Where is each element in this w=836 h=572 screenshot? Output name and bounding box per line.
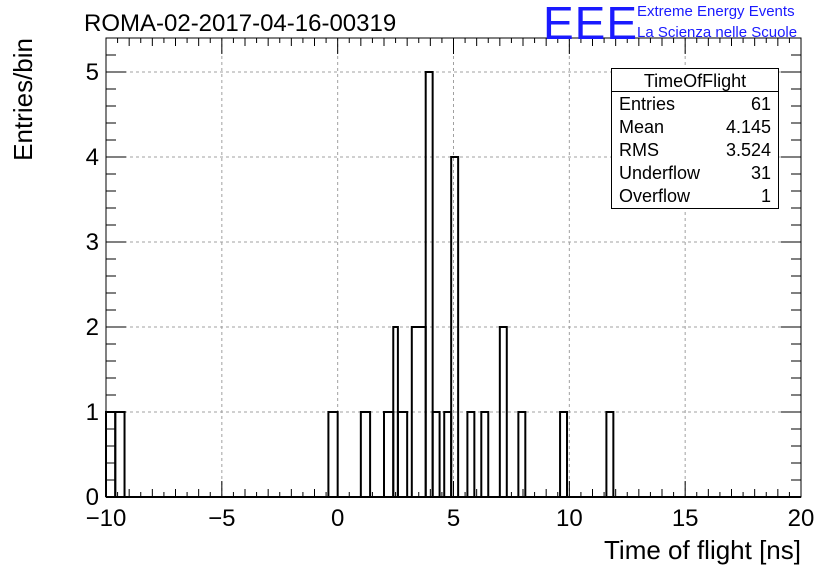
- histogram-bin: [559, 411, 569, 497]
- stats-row-mean: Mean 4.145: [619, 117, 771, 139]
- histogram-bin: [424, 71, 434, 497]
- histogram-bin: [327, 411, 339, 497]
- x-tick-label: 20: [788, 505, 815, 532]
- stats-row-entries: Entries 61: [619, 94, 771, 116]
- y-axis-label: Entries/bin: [8, 38, 38, 161]
- y-tick-label: 2: [86, 314, 99, 341]
- stats-value: 3.524: [725, 140, 771, 160]
- stats-label: Mean: [619, 117, 665, 137]
- histogram-bin: [105, 411, 117, 497]
- logo-caption-line1: Extreme Energy Events: [637, 3, 795, 20]
- x-tick-label: 0: [331, 505, 344, 532]
- histogram-bin: [450, 156, 460, 497]
- y-tick-label: 5: [86, 59, 99, 86]
- stats-value: 4.145: [725, 117, 771, 137]
- y-tick-label: 1: [86, 399, 99, 426]
- histogram-bin: [517, 411, 527, 497]
- x-tick-label: 10: [556, 505, 583, 532]
- stats-value: 1: [760, 186, 771, 206]
- x-tick-label: −5: [208, 505, 235, 532]
- run-title: ROMA-02-2017-04-16-00319: [84, 10, 397, 37]
- stats-label: RMS: [619, 140, 659, 160]
- histogram-bin: [114, 411, 126, 497]
- histogram-bin: [359, 411, 372, 497]
- stats-label: Overflow: [619, 186, 691, 206]
- x-tick-label: 15: [672, 505, 699, 532]
- histogram-bin: [605, 411, 615, 497]
- stats-row-underflow: Underflow 31: [619, 163, 771, 185]
- histogram-bin: [480, 411, 490, 497]
- stats-value: 31: [750, 163, 771, 183]
- stats-title: TimeOfFlight: [643, 71, 747, 91]
- histogram-bin: [396, 411, 409, 497]
- stats-row-rms: RMS 3.524: [619, 140, 771, 162]
- x-tick-label: −10: [86, 505, 127, 532]
- stats-box: TimeOfFlight Entries 61 Mean 4.145 RMS 3…: [611, 68, 779, 209]
- x-axis-label: Time of flight [ns]: [604, 535, 801, 565]
- axis-tick-labels: −10 −5 0 5 10 15 20 0 1 2 3 4 5: [86, 59, 815, 532]
- histogram-bin: [383, 411, 395, 497]
- stats-value: 61: [750, 94, 771, 114]
- stats-separator: [612, 91, 778, 92]
- stats-row-overflow: Overflow 1: [619, 186, 771, 208]
- x-tick-label: 5: [447, 505, 460, 532]
- y-tick-label: 3: [86, 229, 99, 256]
- histogram-bin: [466, 411, 476, 497]
- logo-caption-line2: La Scienza nelle Scuole: [637, 24, 798, 41]
- histogram-bin: [443, 411, 453, 497]
- eee-logo: EEE: [543, 0, 639, 49]
- stats-label: Underflow: [619, 163, 701, 183]
- y-tick-label: 0: [86, 484, 99, 511]
- histogram-bin: [431, 411, 441, 497]
- stats-label: Entries: [619, 94, 676, 114]
- histogram-bin: [498, 326, 508, 497]
- axis-ticks: [105, 37, 802, 498]
- grid-lines: [106, 38, 801, 497]
- y-tick-label: 4: [86, 144, 99, 171]
